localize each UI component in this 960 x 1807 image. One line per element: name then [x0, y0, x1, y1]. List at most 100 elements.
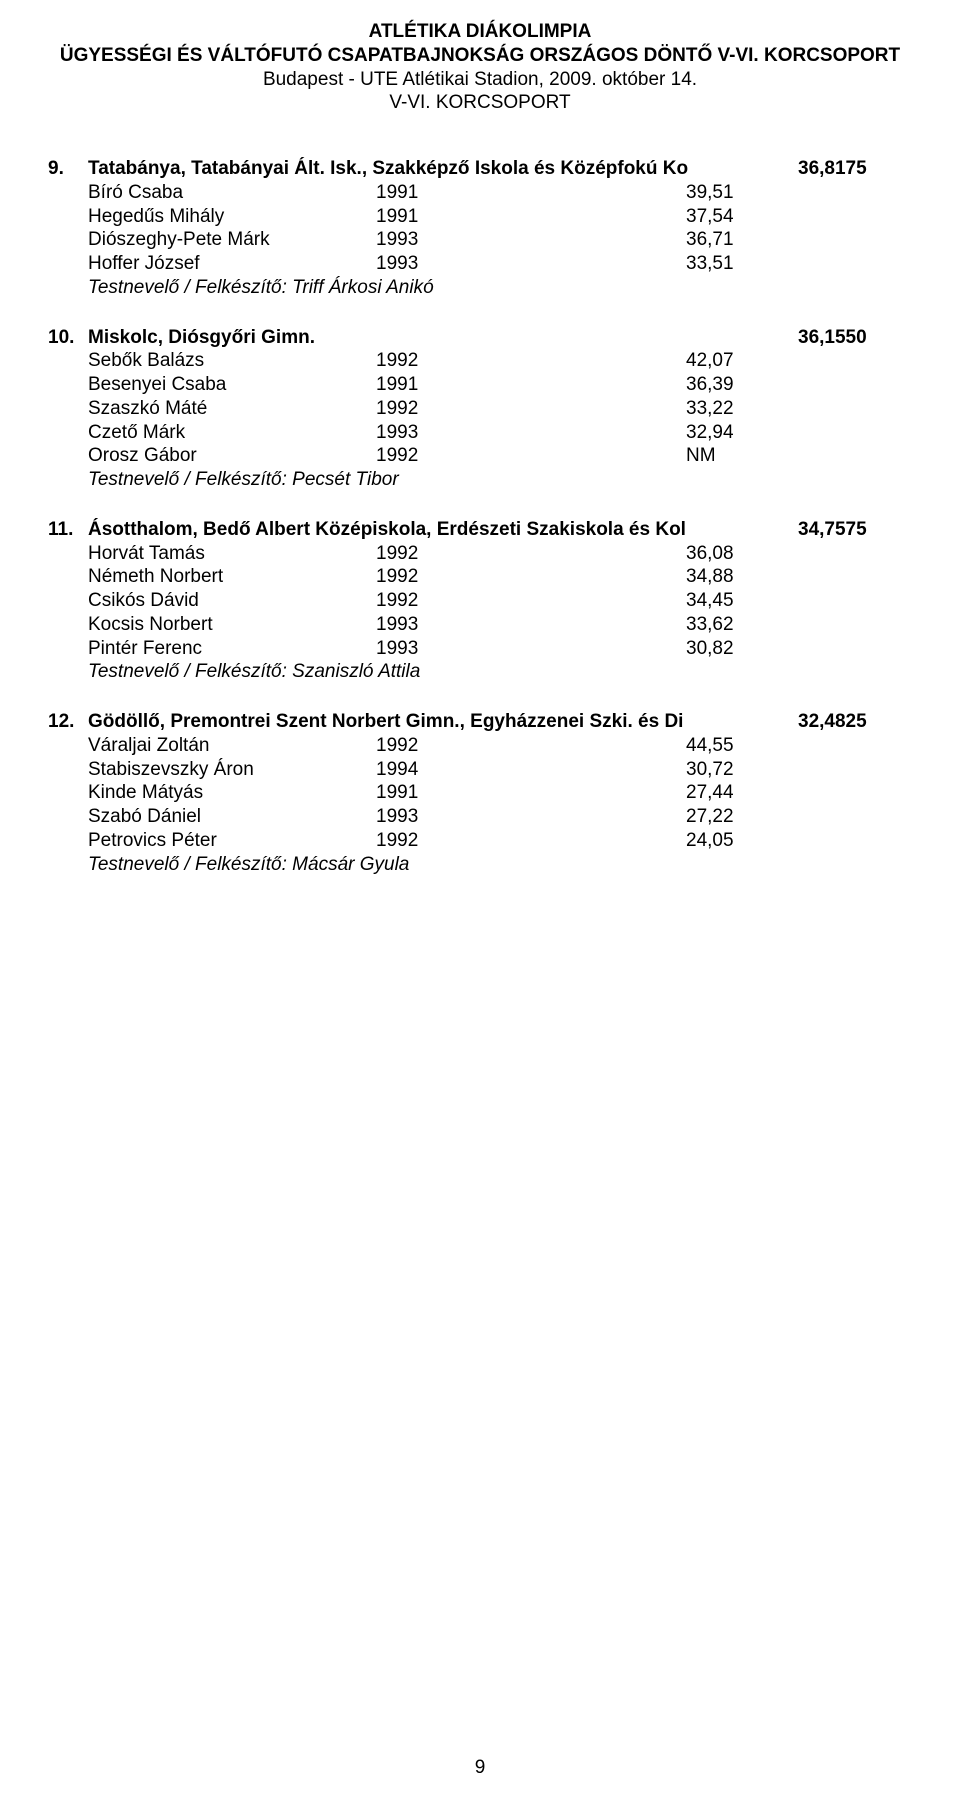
- athlete-row: Czető Márk199332,94: [32, 421, 928, 445]
- athlete-name: Szaszkó Máté: [88, 397, 376, 421]
- indent: [32, 444, 88, 468]
- indent: [32, 205, 88, 229]
- athlete-name: Kinde Mátyás: [88, 781, 376, 805]
- athlete-year: 1992: [376, 397, 686, 421]
- indent: [32, 349, 88, 373]
- athlete-row: Besenyei Csaba199136,39: [32, 373, 928, 397]
- athlete-year: 1994: [376, 758, 686, 782]
- team-name: Ásotthalom, Bedő Albert Középiskola, Erd…: [88, 518, 798, 542]
- athlete-row: Hegedűs Mihály199137,54: [32, 205, 928, 229]
- athlete-result: 30,82: [686, 637, 786, 661]
- indent: [32, 565, 88, 589]
- athlete-year: 1991: [376, 373, 686, 397]
- team-score: 34,7575: [798, 518, 928, 542]
- indent: [32, 542, 88, 566]
- athlete-name: Hoffer József: [88, 252, 376, 276]
- indent: [32, 758, 88, 782]
- athlete-year: 1992: [376, 542, 686, 566]
- page-container: ATLÉTIKA DIÁKOLIMPIA ÜGYESSÉGI ÉS VÁLTÓF…: [0, 0, 960, 1807]
- indent: [32, 589, 88, 613]
- athlete-result: 33,22: [686, 397, 786, 421]
- athlete-name: Czető Márk: [88, 421, 376, 445]
- athlete-result: 37,54: [686, 205, 786, 229]
- indent: [32, 252, 88, 276]
- athlete-row: Kocsis Norbert199333,62: [32, 613, 928, 637]
- athlete-name: Váraljai Zoltán: [88, 734, 376, 758]
- subtitle-line2: V-VI. KORCSOPORT: [32, 91, 928, 115]
- athlete-row: Petrovics Péter199224,05: [32, 829, 928, 853]
- athlete-year: 1991: [376, 181, 686, 205]
- athlete-result: 33,51: [686, 252, 786, 276]
- athlete-year: 1993: [376, 805, 686, 829]
- team-score: 32,4825: [798, 710, 928, 734]
- indent: [32, 228, 88, 252]
- athlete-row: Horvát Tamás199236,08: [32, 542, 928, 566]
- athlete-name: Szabó Dániel: [88, 805, 376, 829]
- athlete-year: 1992: [376, 829, 686, 853]
- indent: [32, 781, 88, 805]
- athlete-result: 33,62: [686, 613, 786, 637]
- athlete-result: 34,88: [686, 565, 786, 589]
- athlete-name: Kocsis Norbert: [88, 613, 376, 637]
- indent: [32, 181, 88, 205]
- entry-title-row: 12.Gödöllő, Premontrei Szent Norbert Gim…: [32, 710, 928, 734]
- athlete-result: 27,44: [686, 781, 786, 805]
- athlete-row: Stabiszevszky Áron199430,72: [32, 758, 928, 782]
- athlete-row: Orosz Gábor1992NM: [32, 444, 928, 468]
- athlete-result: NM: [686, 444, 786, 468]
- coach-line: Testnevelő / Felkészítő: Triff Árkosi An…: [32, 276, 928, 300]
- result-entry: 10.Miskolc, Diósgyőri Gimn.36,1550Sebők …: [32, 326, 928, 492]
- athlete-name: Sebők Balázs: [88, 349, 376, 373]
- team-name: Miskolc, Diósgyőri Gimn.: [88, 326, 798, 350]
- athlete-year: 1993: [376, 613, 686, 637]
- athlete-result: 27,22: [686, 805, 786, 829]
- athlete-name: Bíró Csaba: [88, 181, 376, 205]
- athlete-row: Kinde Mátyás199127,44: [32, 781, 928, 805]
- athlete-name: Hegedűs Mihály: [88, 205, 376, 229]
- coach-line: Testnevelő / Felkészítő: Mácsár Gyula: [32, 853, 928, 877]
- result-entry: 11.Ásotthalom, Bedő Albert Középiskola, …: [32, 518, 928, 684]
- page-number: 9: [0, 1757, 960, 1779]
- coach-line: Testnevelő / Felkészítő: Pecsét Tibor: [32, 468, 928, 492]
- indent: [32, 734, 88, 758]
- athlete-name: Csikós Dávid: [88, 589, 376, 613]
- athlete-name: Diószeghy-Pete Márk: [88, 228, 376, 252]
- entry-title-row: 9.Tatabánya, Tatabányai Ált. Isk., Szakk…: [32, 157, 928, 181]
- rank: 9.: [32, 157, 88, 181]
- athlete-year: 1992: [376, 349, 686, 373]
- athlete-row: Bíró Csaba199139,51: [32, 181, 928, 205]
- athlete-year: 1993: [376, 637, 686, 661]
- athlete-result: 36,08: [686, 542, 786, 566]
- indent: [32, 829, 88, 853]
- athlete-year: 1992: [376, 589, 686, 613]
- athlete-result: 34,45: [686, 589, 786, 613]
- team-score: 36,8175: [798, 157, 928, 181]
- athlete-year: 1992: [376, 734, 686, 758]
- subtitle-line1: Budapest - UTE Atlétikai Stadion, 2009. …: [32, 68, 928, 92]
- athlete-name: Orosz Gábor: [88, 444, 376, 468]
- title-line1: ATLÉTIKA DIÁKOLIMPIA: [32, 20, 928, 44]
- athlete-row: Hoffer József199333,51: [32, 252, 928, 276]
- athlete-name: Stabiszevszky Áron: [88, 758, 376, 782]
- athlete-row: Sebők Balázs199242,07: [32, 349, 928, 373]
- indent: [32, 613, 88, 637]
- athlete-row: Váraljai Zoltán199244,55: [32, 734, 928, 758]
- title-line2: ÜGYESSÉGI ÉS VÁLTÓFUTÓ CSAPATBAJNOKSÁG O…: [32, 44, 928, 68]
- athlete-result: 36,39: [686, 373, 786, 397]
- athlete-result: 30,72: [686, 758, 786, 782]
- rank: 10.: [32, 326, 88, 350]
- athlete-result: 32,94: [686, 421, 786, 445]
- athlete-year: 1992: [376, 444, 686, 468]
- result-entry: 9.Tatabánya, Tatabányai Ált. Isk., Szakk…: [32, 157, 928, 300]
- athlete-result: 36,71: [686, 228, 786, 252]
- athlete-year: 1992: [376, 565, 686, 589]
- athlete-row: Németh Norbert199234,88: [32, 565, 928, 589]
- athlete-row: Szaszkó Máté199233,22: [32, 397, 928, 421]
- athlete-row: Diószeghy-Pete Márk199336,71: [32, 228, 928, 252]
- coach-line: Testnevelő / Felkészítő: Szaniszló Attil…: [32, 660, 928, 684]
- team-score: 36,1550: [798, 326, 928, 350]
- page-header: ATLÉTIKA DIÁKOLIMPIA ÜGYESSÉGI ÉS VÁLTÓF…: [32, 20, 928, 115]
- athlete-row: Csikós Dávid199234,45: [32, 589, 928, 613]
- athlete-row: Szabó Dániel199327,22: [32, 805, 928, 829]
- athlete-name: Besenyei Csaba: [88, 373, 376, 397]
